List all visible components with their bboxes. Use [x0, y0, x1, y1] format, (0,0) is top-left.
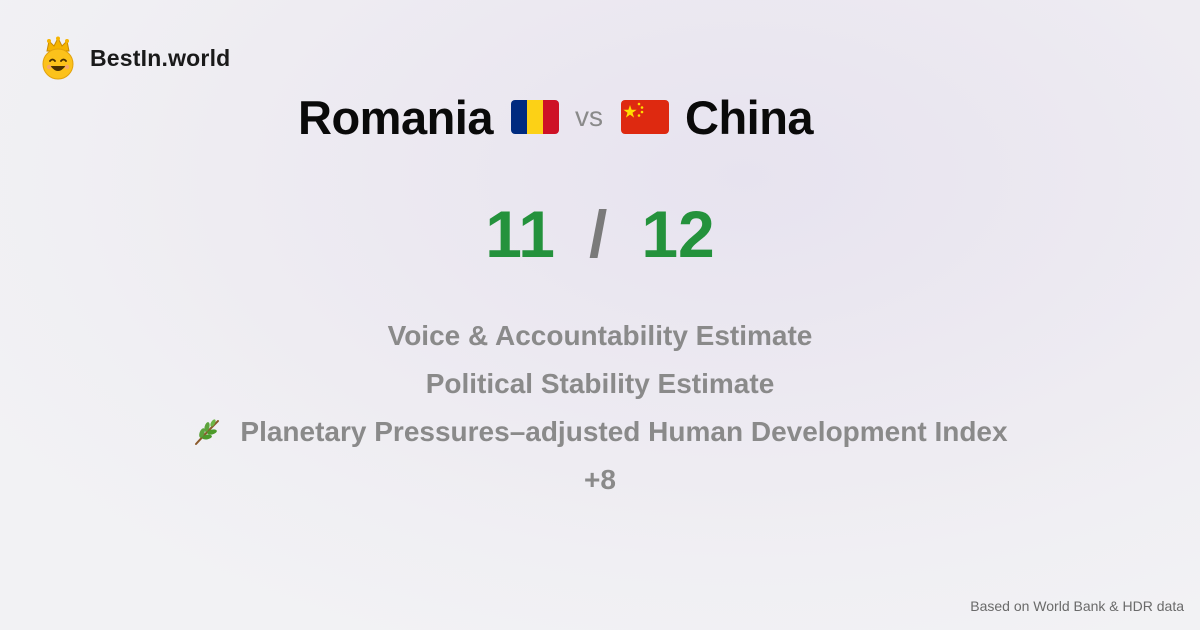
brand-name: BestIn.world	[90, 44, 231, 71]
right-score: 12	[641, 197, 715, 271]
metric-item: Voice & Accountability Estimate	[0, 312, 1200, 360]
matchup-title: Romania vs China	[298, 88, 814, 146]
score: 11 / 12	[0, 195, 1200, 273]
metrics-list: Voice & Accountability Estimate Politica…	[0, 312, 1200, 504]
vs-label: vs	[575, 101, 603, 132]
metric-label: +8	[584, 464, 616, 495]
brand[interactable]: BestIn.world	[38, 36, 230, 80]
romania-flag-icon	[511, 100, 559, 134]
data-source-note: Based on World Bank & HDR data	[970, 598, 1184, 614]
metric-label: Political Stability Estimate	[425, 368, 775, 399]
smiling-face-with-crown-icon	[42, 36, 74, 80]
metric-item: Planetary Pressures–adjusted Human Devel…	[0, 408, 1200, 456]
herb-icon	[195, 419, 220, 445]
china-flag-icon	[621, 100, 669, 134]
metric-label: Planetary Pressures–adjusted Human Devel…	[240, 416, 1008, 447]
left-score: 11	[485, 197, 555, 271]
score-separator: /	[589, 197, 608, 271]
left-country-name: Romania	[298, 90, 494, 144]
more-metrics-count: +8	[0, 456, 1200, 504]
metric-label: Voice & Accountability Estimate	[387, 320, 813, 351]
metric-item: Political Stability Estimate	[0, 360, 1200, 408]
right-country-name: China	[685, 90, 814, 144]
